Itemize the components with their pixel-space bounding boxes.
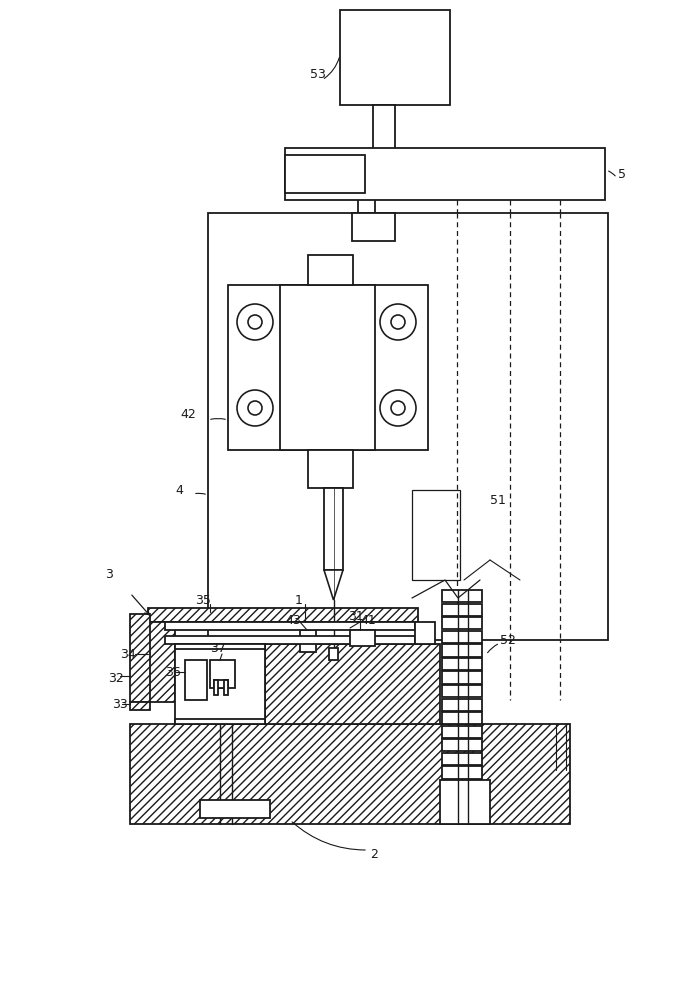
Bar — [265, 644, 440, 724]
Text: 51: 51 — [490, 493, 506, 506]
Circle shape — [391, 315, 405, 329]
Circle shape — [248, 401, 262, 415]
Bar — [224, 680, 228, 695]
Circle shape — [248, 315, 262, 329]
Bar — [442, 726, 482, 738]
Circle shape — [391, 401, 405, 415]
Bar — [373, 105, 395, 153]
Text: 33: 33 — [112, 698, 128, 710]
Bar — [329, 648, 338, 660]
Bar — [442, 699, 482, 711]
Bar — [165, 636, 415, 644]
Bar — [308, 450, 353, 488]
Text: 52: 52 — [500, 634, 516, 647]
Bar — [352, 213, 395, 241]
Text: 53: 53 — [310, 68, 326, 82]
Bar — [350, 630, 375, 646]
Bar — [442, 712, 482, 724]
Bar — [175, 644, 265, 649]
Bar — [324, 488, 343, 570]
Bar — [280, 285, 375, 450]
Bar — [412, 490, 460, 580]
Text: 4: 4 — [175, 484, 183, 496]
Polygon shape — [324, 570, 343, 600]
Text: 2: 2 — [370, 848, 378, 861]
Bar — [442, 644, 482, 656]
Bar — [130, 614, 150, 702]
Bar — [175, 719, 265, 724]
Bar — [442, 658, 482, 670]
Text: 36: 36 — [165, 666, 181, 678]
Bar — [130, 702, 150, 710]
Bar — [210, 660, 235, 688]
Bar — [440, 780, 490, 824]
Bar — [214, 680, 218, 695]
Bar — [130, 724, 570, 824]
Bar — [200, 800, 270, 818]
Bar — [340, 10, 450, 105]
Bar — [442, 617, 482, 629]
Bar — [165, 622, 415, 630]
Text: 3: 3 — [105, 568, 113, 582]
Bar — [442, 671, 482, 684]
Bar — [442, 631, 482, 643]
Text: 1: 1 — [295, 593, 303, 606]
Text: 37: 37 — [210, 642, 226, 654]
Bar — [300, 630, 316, 652]
Bar — [148, 622, 175, 702]
Bar — [208, 213, 608, 640]
Bar — [214, 680, 228, 688]
Bar — [442, 604, 482, 616]
Text: 43: 43 — [285, 613, 301, 626]
Bar — [148, 608, 418, 622]
Text: 32: 32 — [108, 672, 124, 684]
Bar — [228, 285, 428, 450]
Bar — [442, 766, 482, 779]
Bar — [442, 753, 482, 765]
Text: 5: 5 — [618, 168, 626, 182]
Bar — [415, 622, 435, 644]
Bar — [308, 255, 353, 285]
Bar — [442, 590, 482, 602]
Text: 35: 35 — [195, 593, 211, 606]
Bar — [285, 148, 605, 200]
Bar — [442, 739, 482, 751]
Bar — [175, 644, 265, 724]
Text: 41: 41 — [360, 613, 376, 626]
Bar — [285, 155, 365, 193]
Text: 31: 31 — [348, 609, 364, 622]
Bar — [185, 660, 207, 700]
Text: 34: 34 — [120, 648, 136, 662]
Text: 42: 42 — [180, 408, 196, 422]
Bar — [442, 685, 482, 697]
